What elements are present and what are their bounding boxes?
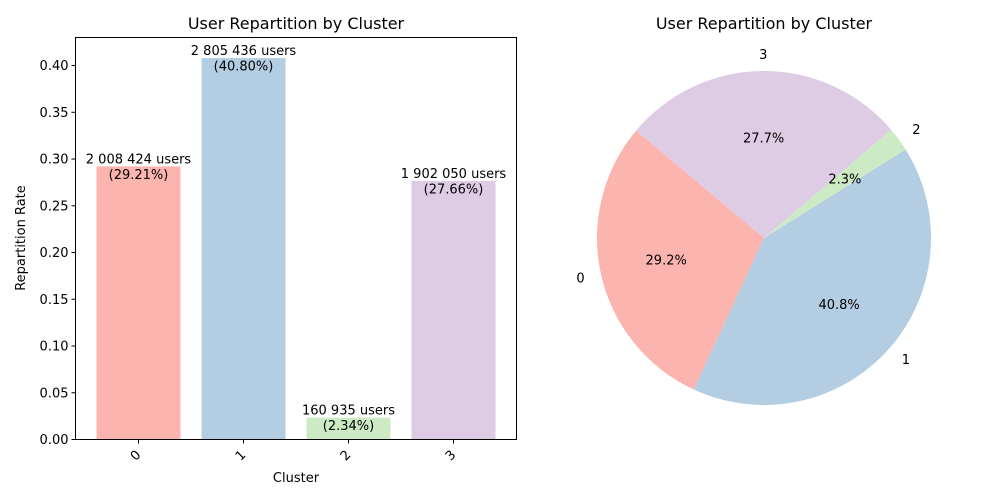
pie-slices: [596, 70, 932, 406]
bar-y-tick-label: 0.00: [40, 433, 69, 448]
bar-y-tick-label: 0.30: [40, 153, 69, 168]
pie-slice-cluster-1: [693, 149, 932, 406]
bar-chart: User Repartition by Cluster 0.00 0.05 0.10…: [14, 14, 517, 486]
bar-cluster-0: [96, 166, 181, 440]
bar-y-tick-label: 0.10: [40, 340, 69, 355]
pie-percent-label: 40.8%: [818, 298, 859, 313]
bar-percent-label: (29.21%): [109, 168, 169, 183]
bar-y-tick-label: 0.25: [40, 199, 69, 214]
pie-chart-title: User Repartition by Cluster: [656, 14, 873, 33]
bar-y-tick-label: 0.15: [40, 293, 69, 308]
pie-slice-cluster-0: [596, 130, 764, 390]
bar-percent-label: (2.34%): [323, 419, 374, 434]
pie-category-label: 0: [576, 271, 584, 286]
pie-slice-cluster-2: [764, 129, 906, 238]
bar-user-count-label: 1 902 050 users: [401, 167, 507, 182]
bar-cluster-3: [411, 180, 496, 440]
bar-user-count-label: 160 935 users: [302, 404, 395, 419]
bar-y-tick-label: 0.40: [40, 59, 69, 74]
pie-category-labels: 0 1 2 3: [576, 48, 920, 368]
bar-cluster-2: [306, 417, 391, 440]
pie-category-label: 2: [912, 123, 920, 138]
bar-y-tick-label: 0.35: [40, 106, 69, 121]
pie-percent-label: 2.3%: [828, 172, 861, 187]
pie-chart: User Repartition by Cluster 29.2% 40.8% 2.…: [576, 14, 932, 406]
bar-data-labels: 2 008 424 users(29.21%) 2 805 436 users(4…: [86, 44, 507, 434]
bar-y-axis-ticks: 0.00 0.05 0.10 0.15 0.20 0.25 0.30 0.35 0.40: [40, 59, 76, 448]
bar-plot-frame: [75, 37, 517, 440]
pie-category-label: 1: [902, 353, 910, 368]
pie-slice-cluster-3: [636, 70, 892, 239]
bar-x-axis-label: Cluster: [273, 471, 320, 486]
bar-marks: [96, 58, 496, 440]
pie-percent-labels: 29.2% 40.8% 2.3% 27.7%: [646, 131, 862, 312]
pie-percent-label: 29.2%: [646, 253, 687, 268]
bar-cluster-1: [201, 58, 286, 440]
pie-category-label: 3: [759, 48, 767, 63]
bar-user-count-label: 2 805 436 users: [191, 44, 297, 59]
bar-y-tick-label: 0.05: [40, 386, 69, 401]
bar-y-tick-label: 0.20: [40, 246, 69, 261]
bar-percent-label: (27.66%): [424, 182, 484, 197]
bar-y-axis-label: Repartition Rate: [14, 185, 29, 291]
pie-percent-label: 27.7%: [743, 131, 784, 146]
bar-user-count-label: 2 008 424 users: [86, 152, 192, 167]
bar-chart-title: User Repartition by Cluster: [188, 14, 405, 33]
bar-percent-label: (40.80%): [214, 60, 274, 75]
